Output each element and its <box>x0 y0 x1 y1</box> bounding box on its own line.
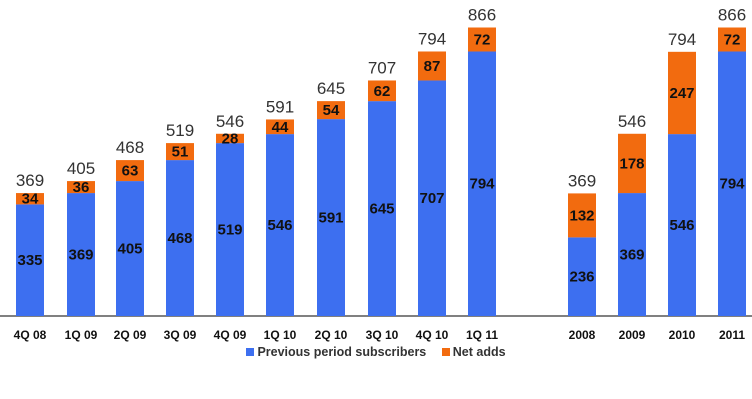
data-label-previous: 794 <box>719 176 745 193</box>
category-label: 1Q 10 <box>264 328 297 342</box>
data-label-net-adds: 247 <box>669 85 694 102</box>
total-label: 405 <box>67 159 95 178</box>
total-label: 468 <box>116 138 144 157</box>
data-label-net-adds: 36 <box>73 179 90 196</box>
data-label-previous: 645 <box>369 201 394 218</box>
category-label: 3Q 09 <box>164 328 197 342</box>
category-label: 2009 <box>619 328 646 342</box>
category-label: 1Q 11 <box>466 328 498 342</box>
legend-label-previous: Previous period subscribers <box>257 345 426 359</box>
data-label-net-adds: 72 <box>724 31 741 48</box>
category-label: 2011 <box>719 328 745 342</box>
category-label: 4Q 08 <box>14 328 47 342</box>
category-label: 4Q 09 <box>214 328 247 342</box>
data-label-previous: 369 <box>619 247 644 264</box>
total-label: 369 <box>16 171 44 190</box>
total-label: 794 <box>418 29 446 48</box>
category-label: 1Q 09 <box>65 328 98 342</box>
legend-item-previous: Previous period subscribers <box>246 345 426 359</box>
total-label: 794 <box>668 30 696 49</box>
data-label-net-adds: 34 <box>22 191 39 208</box>
data-label-net-adds: 178 <box>619 155 644 172</box>
data-label-net-adds: 28 <box>222 130 239 147</box>
legend-swatch-net-adds <box>442 348 450 356</box>
legend-swatch-previous <box>246 348 254 356</box>
data-label-previous: 369 <box>68 247 93 264</box>
data-label-previous: 405 <box>117 241 142 258</box>
data-label-net-adds: 51 <box>172 144 189 161</box>
category-label: 3Q 10 <box>366 328 399 342</box>
data-label-previous: 519 <box>217 222 242 239</box>
data-label-previous: 546 <box>267 217 292 234</box>
total-label: 591 <box>266 97 294 116</box>
total-label: 866 <box>468 6 496 25</box>
total-label: 645 <box>317 79 345 98</box>
total-label: 546 <box>216 112 244 131</box>
total-label: 369 <box>568 171 596 190</box>
data-label-previous: 794 <box>469 176 495 193</box>
data-label-net-adds: 44 <box>272 119 289 136</box>
total-label: 707 <box>368 58 396 77</box>
total-label: 546 <box>618 112 646 131</box>
legend-item-net-adds: Net adds <box>442 345 506 359</box>
category-label: 2008 <box>569 328 596 342</box>
data-label-net-adds: 72 <box>474 31 491 48</box>
data-label-previous: 335 <box>17 252 42 269</box>
data-label-net-adds: 132 <box>569 207 594 224</box>
category-label: 4Q 10 <box>416 328 449 342</box>
data-label-previous: 468 <box>167 230 192 247</box>
data-label-net-adds: 63 <box>122 163 139 180</box>
total-label: 866 <box>718 6 746 25</box>
data-label-previous: 236 <box>569 269 594 286</box>
data-label-previous: 591 <box>318 210 343 227</box>
category-label: 2Q 09 <box>114 328 147 342</box>
data-label-previous: 707 <box>419 190 444 207</box>
data-label-previous: 546 <box>669 217 694 234</box>
legend-label-net-adds: Net adds <box>453 345 506 359</box>
category-label: 2Q 10 <box>315 328 348 342</box>
data-label-net-adds: 54 <box>323 102 340 119</box>
total-label: 519 <box>166 121 194 140</box>
chart-legend: Previous period subscribers Net adds <box>0 345 752 359</box>
data-label-net-adds: 62 <box>374 83 391 100</box>
category-label: 2010 <box>669 328 696 342</box>
data-label-net-adds: 87 <box>424 58 441 75</box>
